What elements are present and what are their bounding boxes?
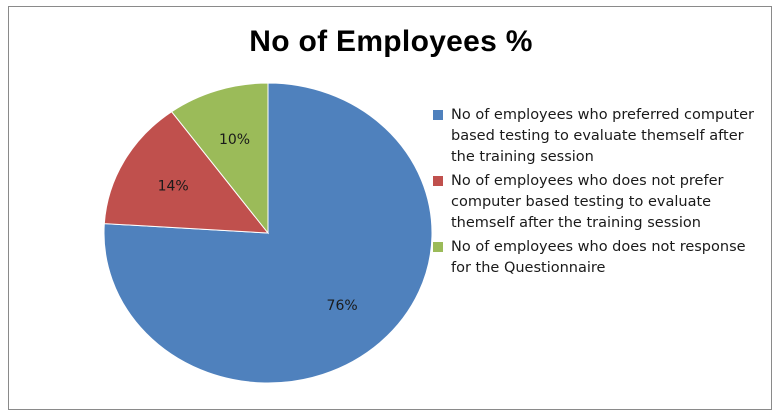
legend-item-3: No of employees who does not response fo… [433,237,763,279]
pie-chart: 76% 14% 10% [103,82,433,384]
pie-slice-2 [103,110,270,234]
data-label-1: 76% [327,298,358,314]
legend: No of employees who preferred computer b… [433,105,763,282]
legend-item-1: No of employees who preferred computer b… [433,105,763,168]
chart-area: No of Employees % 76% 14% 10% No of employ… [8,6,772,410]
legend-label-2: No of employees who does not prefer comp… [451,173,724,231]
legend-item-2: No of employees who does not prefer comp… [433,171,763,234]
data-label-2: 14% [158,178,189,194]
legend-label-3: No of employees who does not response fo… [451,239,746,276]
legend-swatch-2 [433,176,443,186]
legend-label-1: No of employees who preferred computer b… [451,107,754,165]
pie-slice-3 [170,82,269,235]
data-label-3: 10% [219,132,250,148]
legend-swatch-1 [433,110,443,120]
chart-title: No of Employees % [249,25,533,58]
pie-slice-1 [103,82,433,384]
legend-swatch-3 [433,242,443,252]
